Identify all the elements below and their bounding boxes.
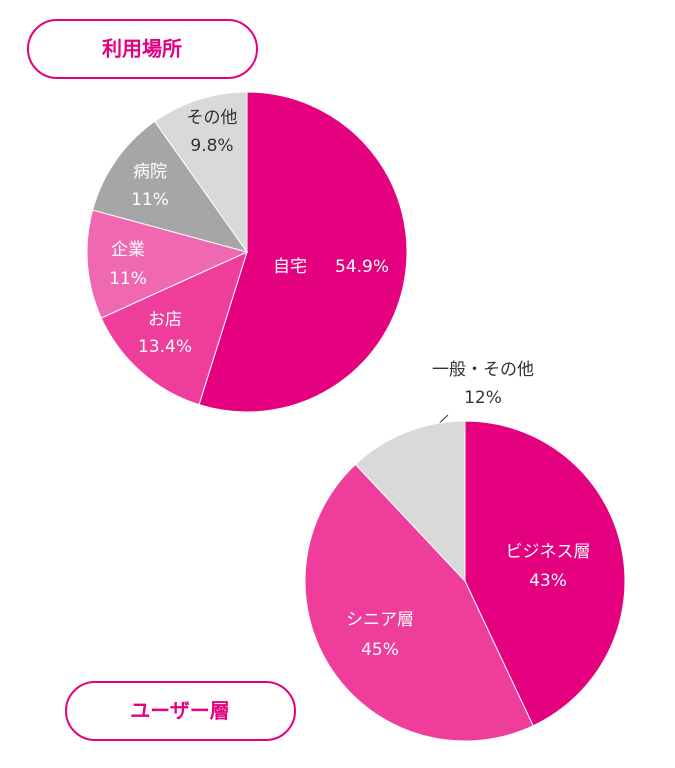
pie-slice — [153, 91, 248, 254]
slice-label: お店 — [148, 310, 182, 330]
slice-value-label: 9.8% — [190, 136, 233, 156]
slice-value-label: 43% — [529, 571, 567, 591]
slice-label: 自宅 — [273, 257, 307, 277]
pie-slice — [304, 463, 534, 742]
chart-title: ユーザー層 — [130, 699, 230, 723]
chart-title: 利用場所 — [102, 37, 182, 61]
pie-slice — [100, 251, 248, 406]
slice-value-label: 13.4% — [138, 337, 192, 357]
pie-slice — [86, 209, 249, 319]
slice-value-label: 11% — [109, 269, 147, 289]
pie-slice — [354, 420, 466, 583]
pie-slice — [198, 91, 408, 413]
slice-label: その他 — [187, 108, 238, 128]
slice-label: 企業 — [111, 240, 145, 260]
slice-value-label: 11% — [131, 190, 169, 210]
slice-label: 病院 — [133, 162, 167, 182]
slice-value-label: 54.9% — [335, 257, 389, 277]
slice-label: シニア層 — [346, 610, 414, 630]
slice-label: 一般・その他 — [432, 360, 534, 380]
slice-label: ビジネス層 — [506, 542, 591, 562]
title-pill — [27, 19, 258, 79]
title-pill — [65, 681, 296, 741]
pie-slice — [91, 120, 249, 253]
pie-slice — [464, 420, 626, 727]
slice-value-label: 45% — [361, 640, 399, 660]
slice-value-label: 12% — [464, 388, 502, 408]
